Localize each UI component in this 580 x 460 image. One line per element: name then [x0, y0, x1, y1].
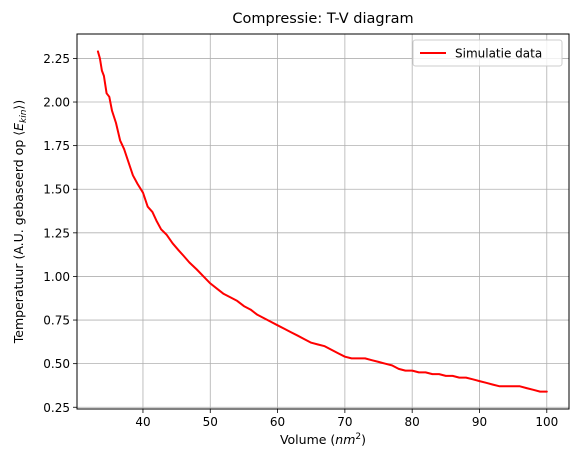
y-tick-label: 1.00	[43, 270, 70, 284]
grid	[77, 34, 569, 409]
y-tick-label: 1.50	[43, 183, 70, 197]
y-tick-label: 0.75	[43, 314, 70, 328]
y-tick-label: 2.00	[43, 96, 70, 110]
x-axis-label: Volume (nm2)	[280, 432, 366, 447]
x-tick-label: 90	[472, 415, 487, 429]
y-tick-label: 0.50	[43, 357, 70, 371]
x-tick-label: 70	[337, 415, 352, 429]
x-tick-label: 80	[405, 415, 420, 429]
y-tick-label: 1.25	[43, 226, 70, 240]
axis-ticks: 40 50 60 70 80 90 100 0.25 0.50 0.75 1.00 1.25 1.50 1…	[43, 52, 558, 429]
y-tick-label: 0.25	[43, 401, 70, 415]
series-line	[96, 50, 548, 393]
x-tick-label: 40	[135, 415, 150, 429]
plot-area-frame	[76, 33, 570, 410]
legend-box	[412, 39, 563, 67]
x-tick-label: 50	[203, 415, 218, 429]
legend-label: Simulatie data	[455, 47, 542, 61]
x-tick-label: 100	[535, 415, 558, 429]
y-axis-label: Temperatuur (A.U. gebaseerd op ⟨Ekin⟩)	[11, 100, 29, 344]
x-tick-label: 60	[270, 415, 285, 429]
legend: Simulatie data	[412, 39, 563, 67]
series-layer	[96, 50, 548, 393]
chart-title: Compressie: T-V diagram	[232, 11, 413, 27]
y-tick-label: 1.75	[43, 139, 70, 153]
y-tick-label: 2.25	[43, 52, 70, 66]
